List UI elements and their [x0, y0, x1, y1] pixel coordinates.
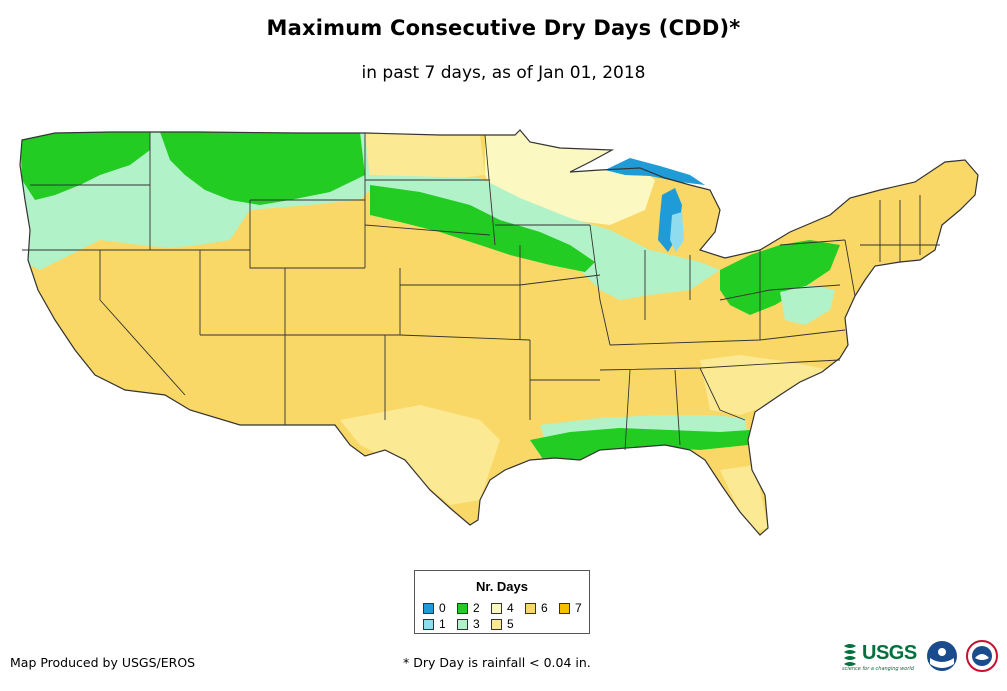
- state-borders: [22, 132, 940, 451]
- region-2-days-ohio-valley: [720, 240, 840, 315]
- legend-swatch-1: [423, 618, 434, 630]
- legend-swatch-4: [491, 602, 502, 614]
- legend-swatch-5: [491, 618, 502, 630]
- region-2-days-montana: [160, 132, 365, 205]
- lake-superior: [605, 158, 705, 185]
- usgs-logo-tagline: science for a changing world: [842, 666, 914, 672]
- map-credit: Map Produced by USGS/EROS: [10, 655, 196, 670]
- legend-swatch-7: [559, 602, 570, 614]
- region-5-days-north: [365, 133, 485, 180]
- region-5-days-carolina: [700, 355, 830, 415]
- legend-label-2: 2: [473, 601, 480, 615]
- legend-item-3: 3: [457, 617, 480, 631]
- usgs-logo-mark: [844, 640, 998, 672]
- map-title: Maximum Consecutive Dry Days (CDD)*: [266, 16, 741, 40]
- region-2-days-northwest: [20, 132, 150, 200]
- legend-item-1: 1: [423, 617, 446, 631]
- legend-swatch-6: [525, 602, 536, 614]
- region-3-days-appalachia: [780, 285, 835, 325]
- legend-label-7: 7: [575, 601, 582, 615]
- legend-label-3: 3: [473, 617, 480, 631]
- legend-item-6: 6: [525, 601, 548, 615]
- region-5-days-texas: [340, 405, 500, 505]
- agency-logos: USGS science for a changing world: [842, 636, 1002, 676]
- region-2-days-gulf: [530, 428, 750, 462]
- region-5-days-florida: [720, 465, 768, 532]
- map-footnote: * Dry Day is rainfall < 0.04 in.: [403, 655, 591, 670]
- legend-title: Nr. Days: [475, 579, 529, 594]
- legend: Nr. Days 0 1 2 3 4 5 6 7: [414, 570, 590, 634]
- region-2-days-plains: [370, 185, 595, 272]
- legend-label-6: 6: [541, 601, 548, 615]
- legend-swatch-0: [423, 602, 434, 614]
- legend-label-4: 4: [507, 601, 514, 615]
- legend-item-4: 4: [491, 601, 514, 615]
- legend-label-0: 0: [439, 601, 446, 615]
- legend-item-7: 7: [559, 601, 582, 615]
- legend-item-5: 5: [491, 617, 514, 631]
- legend-item-2: 2: [457, 601, 480, 615]
- legend-swatch-2: [457, 602, 468, 614]
- lake-michigan-shallow: [670, 212, 684, 252]
- legend-label-1: 1: [439, 617, 446, 631]
- lake-huron: [698, 198, 718, 235]
- usgs-logo-text: USGS: [862, 642, 917, 664]
- map-subtitle: in past 7 days, as of Jan 01, 2018: [361, 63, 646, 83]
- legend-swatch-3: [457, 618, 468, 630]
- legend-label-5: 5: [507, 617, 514, 631]
- dryday-regions: [20, 130, 840, 532]
- legend-item-0: 0: [423, 601, 446, 615]
